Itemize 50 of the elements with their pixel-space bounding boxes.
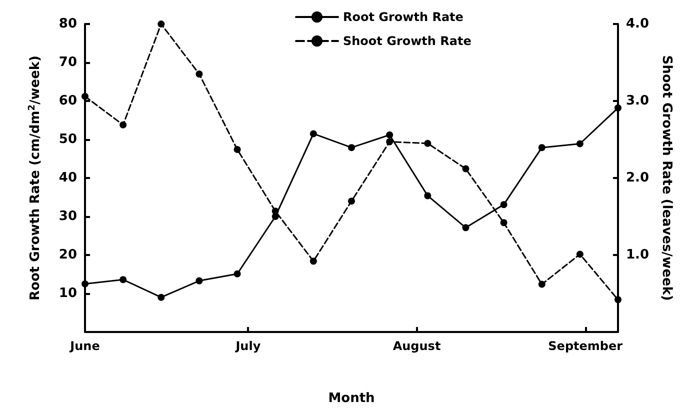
y-tick-label: 70 (58, 55, 77, 70)
y2-tick-label: 1.0 (626, 248, 650, 262)
point (500, 201, 508, 208)
point (424, 140, 432, 147)
point (272, 208, 279, 215)
point (196, 70, 203, 78)
y-tick-label: 30 (58, 209, 77, 224)
y-tick-label: 20 (58, 248, 77, 262)
y-tick-label: 80 (58, 16, 77, 32)
y-tick-label: 40 (58, 170, 77, 186)
x-axis-title: Month (328, 391, 375, 406)
legend-label: Root Growth Rate (343, 10, 464, 24)
point (158, 294, 165, 301)
y-tick-label: 60 (58, 94, 77, 108)
point (120, 121, 127, 128)
point (310, 258, 317, 265)
point (196, 277, 203, 284)
point (310, 130, 317, 138)
y2-axis-title: Shoot Growth Rate (leaves/week) (659, 55, 674, 301)
point (424, 192, 432, 200)
y-tick-label: 10 (58, 286, 77, 301)
point (576, 140, 584, 148)
y2-tick-label: 3.0 (626, 94, 650, 108)
point (386, 138, 394, 146)
point (614, 296, 622, 304)
y2-tick-label: 2.0 (626, 170, 650, 186)
point (538, 280, 546, 288)
point (348, 144, 355, 152)
point (234, 146, 241, 154)
point (348, 198, 355, 205)
x-tick-label: August (392, 339, 441, 353)
point (82, 280, 88, 288)
point (538, 144, 546, 152)
point (462, 224, 470, 232)
point (82, 92, 88, 100)
point (462, 165, 470, 172)
point (386, 131, 394, 138)
point (614, 104, 622, 112)
x-tick-label: June (69, 339, 100, 353)
x-tick-label: September (548, 339, 623, 353)
x-tick-label: July (234, 339, 261, 353)
legend-label: Shoot Growth Rate (343, 34, 472, 48)
point (120, 276, 127, 284)
point (158, 20, 165, 28)
point (500, 219, 508, 226)
y-tick-label: 50 (58, 132, 77, 147)
point (576, 250, 584, 258)
y2-tick-label: 4.0 (626, 16, 650, 32)
y-axis-title: Root Growth Rate (cm/dm2/week) (28, 55, 43, 301)
point (234, 270, 241, 278)
